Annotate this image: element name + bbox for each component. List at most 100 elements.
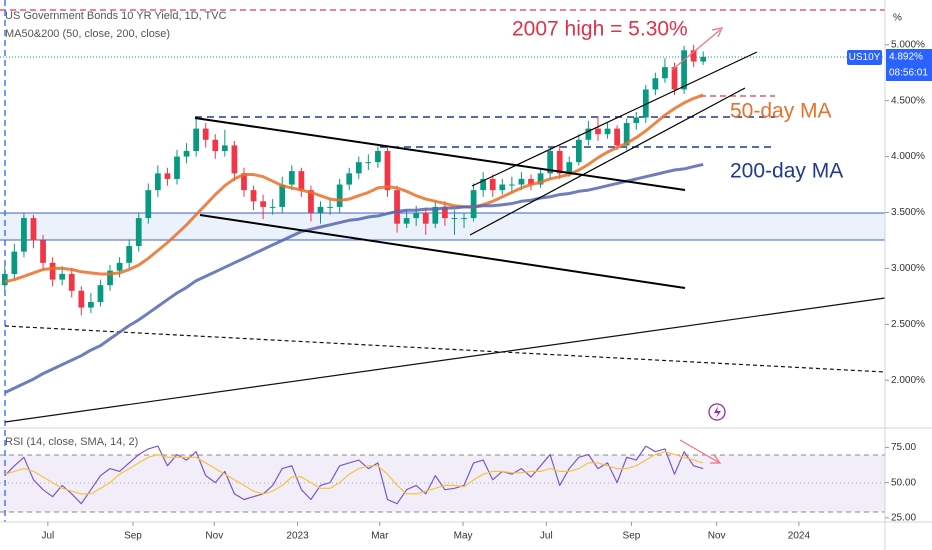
candle-body [642, 89, 649, 118]
rsi-legend: RSI (14, close, SMA, 14, 2) [5, 436, 138, 448]
moving-average-line [4, 162, 704, 394]
candle-body [174, 156, 180, 179]
candle-body [135, 218, 142, 247]
candle-body [375, 150, 381, 163]
candle-body [49, 262, 56, 280]
candle-body [78, 290, 85, 308]
candle-body [604, 128, 611, 135]
axis-unit: % [893, 13, 902, 24]
candle-body [537, 173, 544, 185]
x-tick-label: May [454, 531, 473, 542]
candle-body [499, 184, 506, 191]
candle-body [212, 139, 219, 151]
candle-body [365, 162, 372, 164]
candle-body [470, 190, 477, 219]
candle-body [260, 201, 266, 207]
candle-body [547, 150, 554, 174]
trend-line [4, 297, 886, 423]
y-tick-label: 75.00 [891, 442, 916, 453]
candle-body [614, 128, 620, 146]
arrow-head [710, 454, 722, 464]
candle-body [68, 274, 75, 291]
divergence-arrow [671, 29, 721, 71]
x-tick-label: Nov [205, 531, 223, 542]
symbol-label: US10Y [849, 52, 881, 63]
candle-body [652, 78, 659, 90]
candle-body [288, 171, 295, 185]
candle-body [193, 128, 200, 151]
candle-body [575, 139, 582, 163]
candle-body [595, 128, 601, 135]
candle-body [671, 67, 678, 90]
candle-body [489, 178, 496, 191]
candle-body [59, 274, 66, 280]
candle-body [442, 206, 448, 219]
x-tick-label: Jul [41, 531, 54, 542]
arrow-head [711, 27, 724, 38]
x-tick-label: Sep [623, 531, 641, 542]
candle-body [346, 173, 353, 185]
y-tick-label: 3.500% [891, 207, 925, 218]
candle-body [461, 218, 467, 220]
candle-body [681, 50, 687, 90]
candle-body [231, 145, 238, 174]
symbol-tag [847, 50, 882, 65]
divergence-arrow [679, 439, 719, 463]
candle-body [451, 218, 458, 220]
channel-line [199, 214, 686, 289]
series-label: 50-day MA [730, 100, 832, 123]
candle-body [164, 173, 171, 179]
candle-body [422, 212, 429, 224]
candle-body [250, 190, 257, 202]
rsi-line [4, 445, 704, 505]
candle-body [88, 301, 94, 308]
candle-body [508, 184, 515, 186]
x-tick-label: 2024 [788, 531, 811, 542]
candle-body [279, 184, 286, 207]
candle-body [355, 162, 362, 174]
y-tick-label: 4.500% [891, 95, 925, 106]
rsi-band [0, 455, 885, 512]
annotation: 2007 high = 5.30% [512, 18, 688, 41]
candle-body [116, 262, 123, 271]
candle-body [308, 190, 314, 213]
y-tick-label: 2.500% [891, 319, 925, 330]
y-tick-label: 4.000% [891, 151, 925, 162]
event-icon-bolt [714, 406, 721, 418]
y-tick-label: 5.000% [891, 39, 925, 50]
y-tick-label: 25.00 [891, 512, 916, 523]
candle-body [145, 190, 152, 219]
candle-body [30, 218, 37, 241]
x-tick-label: 2023 [286, 531, 309, 542]
candle-body [126, 246, 133, 263]
candle-body [40, 240, 46, 263]
candle-body [97, 285, 104, 302]
candle-body [327, 206, 333, 208]
candle-body [403, 218, 410, 224]
candle-body [221, 145, 228, 151]
candle-body [317, 206, 324, 213]
price-label: 4.892% [889, 52, 923, 63]
candle-body [269, 206, 276, 208]
candle-body [183, 150, 190, 157]
x-tick-label: Nov [708, 531, 726, 542]
moving-average-line [4, 93, 704, 284]
channel-line [194, 117, 686, 191]
candle-body [623, 123, 630, 146]
chart-title: US Government Bonds 10 YR Yield, 1D, TVC [5, 10, 227, 22]
countdown-label: 08:56:01 [889, 68, 928, 79]
channel-line [469, 87, 746, 236]
series-label: 200-day MA [730, 160, 843, 183]
candle-body [241, 173, 247, 191]
candle-body [585, 128, 592, 140]
candle-body [480, 178, 487, 191]
candle-body [633, 117, 640, 124]
indicator-legend: MA50&200 (50, close, 200, close) [5, 28, 170, 40]
candle-body [202, 128, 209, 140]
candle-body [556, 150, 563, 174]
x-tick-label: Mar [371, 531, 389, 542]
y-tick-label: 50.00 [891, 477, 916, 488]
candle-body [298, 171, 305, 191]
